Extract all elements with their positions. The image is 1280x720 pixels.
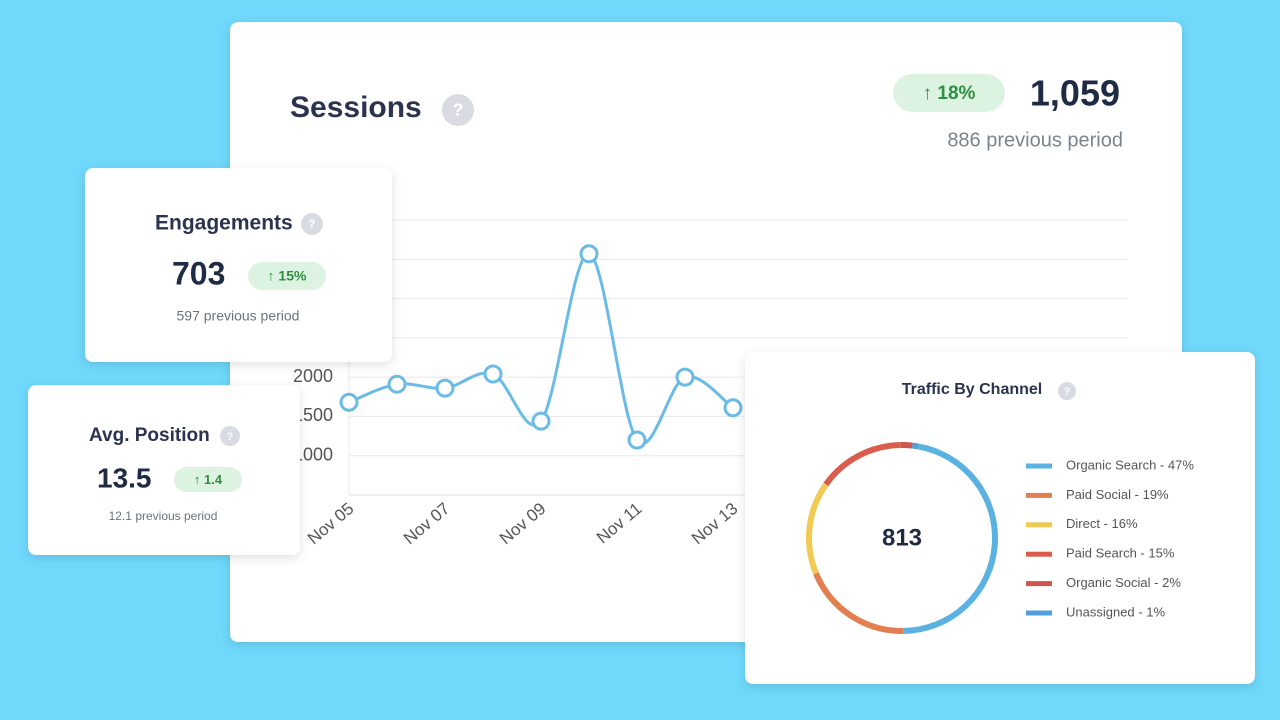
line-point [435,378,455,398]
previous-period: 12.1 previous period [109,509,218,523]
card [85,168,392,362]
donut-segment [912,442,919,450]
line-point [387,374,407,394]
legend-swatch [1026,581,1052,587]
donut-segment [903,443,998,634]
legend-swatch [1026,551,1052,557]
donut-segment [813,572,904,634]
legend-label: Paid Social - 19% [1066,487,1169,502]
donut-segment [900,442,913,449]
legend-label: Paid Search - 15% [1066,546,1175,561]
legend-label: Direct - 16% [1066,516,1138,531]
y-tick-label: 2000 [293,366,333,386]
line-point [627,430,647,450]
card-title: Sessions [290,91,422,124]
previous-period: 886 previous period [947,129,1123,151]
change-badge [248,262,326,290]
change-text: ↑ 1.4 [194,472,223,487]
metric-value: 1,059 [1030,73,1120,114]
help-icon [220,426,240,446]
donut-center-label: 813 [882,524,922,551]
help-icon-text: ? [227,431,234,443]
card-title: Avg. Position [89,425,210,446]
change-text: ↑ 15% [268,268,307,284]
help-icon [1058,382,1076,400]
help-icon-text: ? [308,217,315,231]
donut-segment [806,482,829,575]
card-title: Engagements [155,212,293,235]
metric-value: 13.5 [97,462,152,493]
legend-swatch [1026,463,1052,469]
metric-value: 703 [172,255,225,291]
line-point [579,244,599,264]
card [28,385,300,555]
change-badge [893,74,1005,112]
help-icon-text: ? [453,100,464,120]
help-icon [301,213,323,235]
card [745,352,1255,684]
line-point [531,411,551,431]
legend-swatch [1026,522,1052,528]
previous-period: 597 previous period [177,308,300,324]
legend-label: Organic Social - 2% [1066,575,1181,590]
legend-label: Organic Search - 47% [1066,457,1194,472]
legend-label: Unassigned - 1% [1066,604,1165,619]
line-point [339,392,359,412]
line-point [675,367,695,387]
y-tick-label: 1500 [293,405,333,425]
help-icon [442,94,474,126]
change-badge [174,467,242,492]
change-text: ↑ 18% [923,83,976,104]
legend-swatch [1026,492,1052,498]
legend-swatch [1026,610,1052,616]
line-series [348,252,734,445]
help-icon-text: ? [1064,387,1070,398]
chart-title: Traffic By Channel [902,381,1042,398]
y-tick-label: 1000 [293,444,333,464]
line-point [723,398,743,418]
line-point [483,364,503,384]
donut-segment [823,442,901,487]
